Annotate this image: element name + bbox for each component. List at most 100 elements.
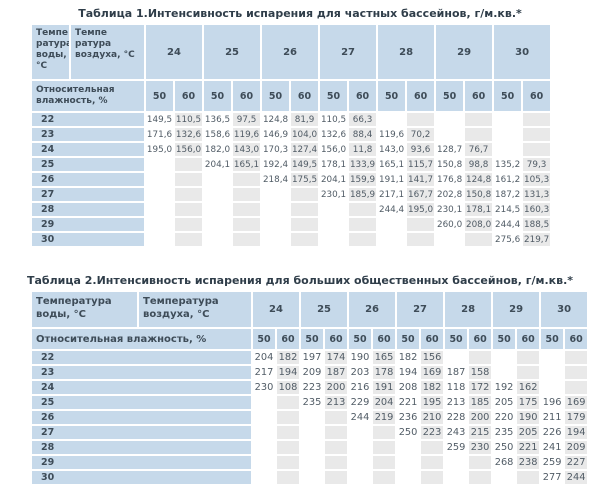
table1-air-row: Темпе ратура воды, °С Темпе ратура возду…	[32, 25, 551, 79]
value-cell	[494, 113, 521, 126]
value-cell	[421, 456, 444, 469]
value-cell: 244,4	[378, 204, 405, 215]
water-temp-header: Темпе ратура воды, °С	[32, 25, 69, 79]
value-cell: 182,0	[204, 144, 231, 155]
value-cell: 178,1	[465, 203, 493, 216]
value-cell	[320, 218, 347, 231]
value-cell: 205	[517, 426, 540, 439]
value-cell: 79,3	[523, 158, 551, 171]
humidity-value-header: 50	[204, 81, 232, 111]
value-cell: 105,3	[523, 173, 551, 186]
value-cell: 171,6	[146, 129, 173, 140]
value-cell	[378, 233, 405, 246]
value-cell: 208	[398, 382, 418, 393]
value-cell: 194	[565, 426, 588, 439]
value-cell	[445, 351, 467, 364]
value-cell	[541, 351, 563, 364]
value-cell	[175, 203, 203, 216]
water-temp-label: 28	[32, 441, 251, 454]
value-cell	[373, 456, 396, 469]
value-cell	[373, 441, 396, 454]
water-temp-label: 26	[32, 411, 251, 424]
humidity-value-header: 60	[373, 329, 396, 349]
humidity-value-header: 60	[407, 81, 435, 111]
air-temp-value-header: 30	[494, 25, 551, 79]
value-cell: 275,6	[495, 234, 521, 245]
value-cell: 227	[565, 456, 588, 469]
value-cell	[436, 128, 463, 141]
value-cell: 202,8	[436, 189, 463, 200]
value-cell: 221	[517, 441, 540, 454]
value-cell: 218,4	[262, 174, 289, 185]
table-row: 26 244 219 236 210 228 200 220 190 211 179	[32, 411, 588, 424]
value-cell: 132,6	[175, 128, 203, 141]
value-cell: 213	[325, 396, 348, 409]
value-cell: 250	[494, 442, 514, 453]
value-cell	[378, 218, 405, 231]
value-cell	[301, 411, 323, 424]
value-cell: 194	[277, 366, 300, 379]
value-cell	[445, 471, 467, 484]
value-cell	[465, 128, 493, 141]
value-cell	[325, 426, 348, 439]
value-cell: 204,1	[204, 159, 231, 170]
value-cell: 178,1	[320, 159, 347, 170]
value-cell	[469, 471, 492, 484]
value-cell: 236	[398, 412, 418, 423]
value-cell: 200	[325, 381, 348, 394]
value-cell: 149,5	[291, 158, 319, 171]
humidity-value-header: 60	[291, 81, 319, 111]
humidity-value-header: 50	[436, 81, 464, 111]
value-cell	[204, 203, 231, 216]
value-cell	[349, 233, 377, 246]
table2-air-row: Температура воды, °С Температура воздуха…	[32, 292, 588, 327]
value-cell: 182	[398, 352, 418, 363]
water-temp-label: 25	[32, 158, 144, 171]
value-cell	[301, 471, 323, 484]
table-row: 29 268 238 259 227	[32, 456, 588, 469]
air-temp-value-header: 29	[493, 292, 540, 327]
value-cell: 217	[254, 367, 274, 378]
value-cell: 98,8	[465, 158, 493, 171]
value-cell: 161,2	[495, 174, 521, 185]
value-cell: 215	[469, 426, 492, 439]
value-cell: 66,3	[349, 113, 377, 126]
value-cell: 209	[565, 441, 588, 454]
value-cell	[277, 411, 300, 424]
value-cell: 209	[302, 367, 322, 378]
value-cell: 185	[469, 396, 492, 409]
value-cell: 175,5	[291, 173, 319, 186]
value-cell	[146, 158, 173, 171]
value-cell: 76,7	[465, 143, 493, 156]
value-cell	[301, 441, 323, 454]
value-cell	[233, 173, 261, 186]
humidity-header: Относительная влажность, %	[32, 81, 144, 111]
value-cell: 88,4	[349, 128, 377, 141]
value-cell	[320, 203, 347, 216]
water-temp-label: 24	[32, 381, 251, 394]
value-cell: 197	[302, 352, 322, 363]
value-cell: 204,1	[320, 174, 347, 185]
value-cell	[541, 381, 563, 394]
value-cell: 150,8	[465, 188, 493, 201]
value-cell: 210	[421, 411, 444, 424]
value-cell: 159,9	[349, 173, 377, 186]
value-cell: 185,9	[349, 188, 377, 201]
value-cell	[253, 471, 275, 484]
humidity-value-header: 50	[494, 81, 522, 111]
value-cell	[445, 456, 467, 469]
value-cell	[407, 218, 435, 231]
value-cell: 108	[277, 381, 300, 394]
value-cell	[493, 366, 515, 379]
value-cell: 230	[254, 382, 274, 393]
page: Таблица 1.Интенсивность испарения для ча…	[27, 7, 588, 484]
humidity-value-header: 60	[349, 81, 377, 111]
value-cell: 238	[517, 456, 540, 469]
value-cell: 133,9	[349, 158, 377, 171]
value-cell: 187	[446, 367, 466, 378]
value-cell: 132,6	[320, 129, 347, 140]
value-cell	[233, 188, 261, 201]
value-cell	[436, 113, 463, 126]
value-cell	[301, 456, 323, 469]
value-cell: 119,6	[233, 128, 261, 141]
